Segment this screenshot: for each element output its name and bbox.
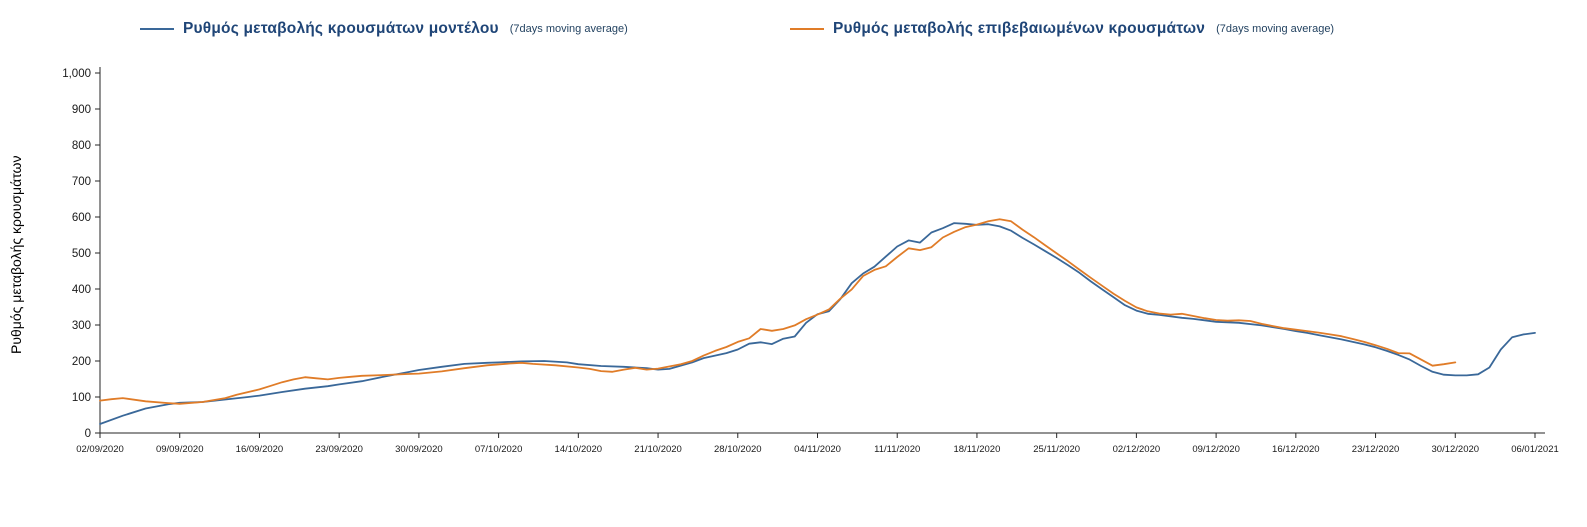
legend-label-confirmed: Ρυθμός μεταβολής επιβεβαιωμένων κρουσμάτ… — [833, 20, 1206, 37]
legend-label-model: Ρυθμός μεταβολής κρουσμάτων μοντέλου — [183, 20, 499, 37]
legend-sub-confirmed: (7days moving average) — [1216, 23, 1335, 35]
x-tick-label: 18/11/2020 — [954, 444, 1001, 455]
x-tick-label: 02/09/2020 — [76, 444, 124, 455]
legend-sub-model: (7days moving average) — [509, 23, 628, 35]
chart-legend: Ρυθμός μεταβολής κρουσμάτων μοντέλου (7d… — [0, 14, 1587, 48]
y-tick-label: 400 — [72, 284, 91, 296]
legend-item-model: Ρυθμός μεταβολής κρουσμάτων μοντέλου (7d… — [140, 14, 628, 44]
y-tick-label: 900 — [72, 104, 91, 116]
y-tick-label: 300 — [72, 320, 91, 332]
x-tick-label: 21/10/2020 — [634, 444, 682, 455]
x-tick-label: 23/09/2020 — [315, 444, 363, 455]
legend-line-confirmed-icon — [790, 28, 824, 30]
x-tick-label: 07/10/2020 — [475, 444, 523, 455]
x-tick-label: 30/09/2020 — [395, 444, 443, 455]
x-tick-label: 25/11/2020 — [1033, 444, 1080, 455]
x-tick-label: 16/09/2020 — [236, 444, 284, 455]
chart-plot-area: 0 100 200 300 400 500 600 700 800 900 1,000 02/09/2… — [62, 67, 1559, 455]
legend-item-confirmed: Ρυθμός μεταβολής επιβεβαιωμένων κρουσμάτ… — [790, 14, 1334, 44]
y-tick-label: 600 — [72, 212, 91, 224]
x-tick-label: 28/10/2020 — [714, 444, 762, 455]
x-tick-label: 09/12/2020 — [1192, 444, 1240, 455]
x-tick-label: 09/09/2020 — [156, 444, 204, 455]
y-tick-label: 0 — [85, 428, 91, 440]
series-line-confirmed — [99, 218, 1457, 405]
y-tick-label: 100 — [72, 392, 91, 404]
x-tick-label: 11/11/2020 — [874, 444, 920, 455]
x-tick-label: 04/11/2020 — [794, 444, 841, 455]
y-tick-label: 1,000 — [62, 68, 91, 80]
x-tick-label: 16/12/2020 — [1272, 444, 1320, 455]
y-tick-label: 500 — [72, 248, 91, 260]
x-tick-label: 06/01/2021 — [1511, 444, 1559, 455]
x-tick-label: 14/10/2020 — [555, 444, 603, 455]
y-tick-label: 200 — [72, 356, 91, 368]
y-tick-label: 700 — [72, 176, 91, 188]
legend-line-model-icon — [140, 28, 174, 30]
y-axis-title: Ρυθμός μεταβολής κρουσμάτων — [8, 155, 24, 355]
x-tick-label: 30/12/2020 — [1432, 444, 1480, 455]
x-tick-label: 02/12/2020 — [1113, 444, 1161, 455]
series-line-model — [99, 222, 1536, 425]
x-tick-label: 23/12/2020 — [1352, 444, 1400, 455]
y-tick-label: 800 — [72, 140, 91, 152]
